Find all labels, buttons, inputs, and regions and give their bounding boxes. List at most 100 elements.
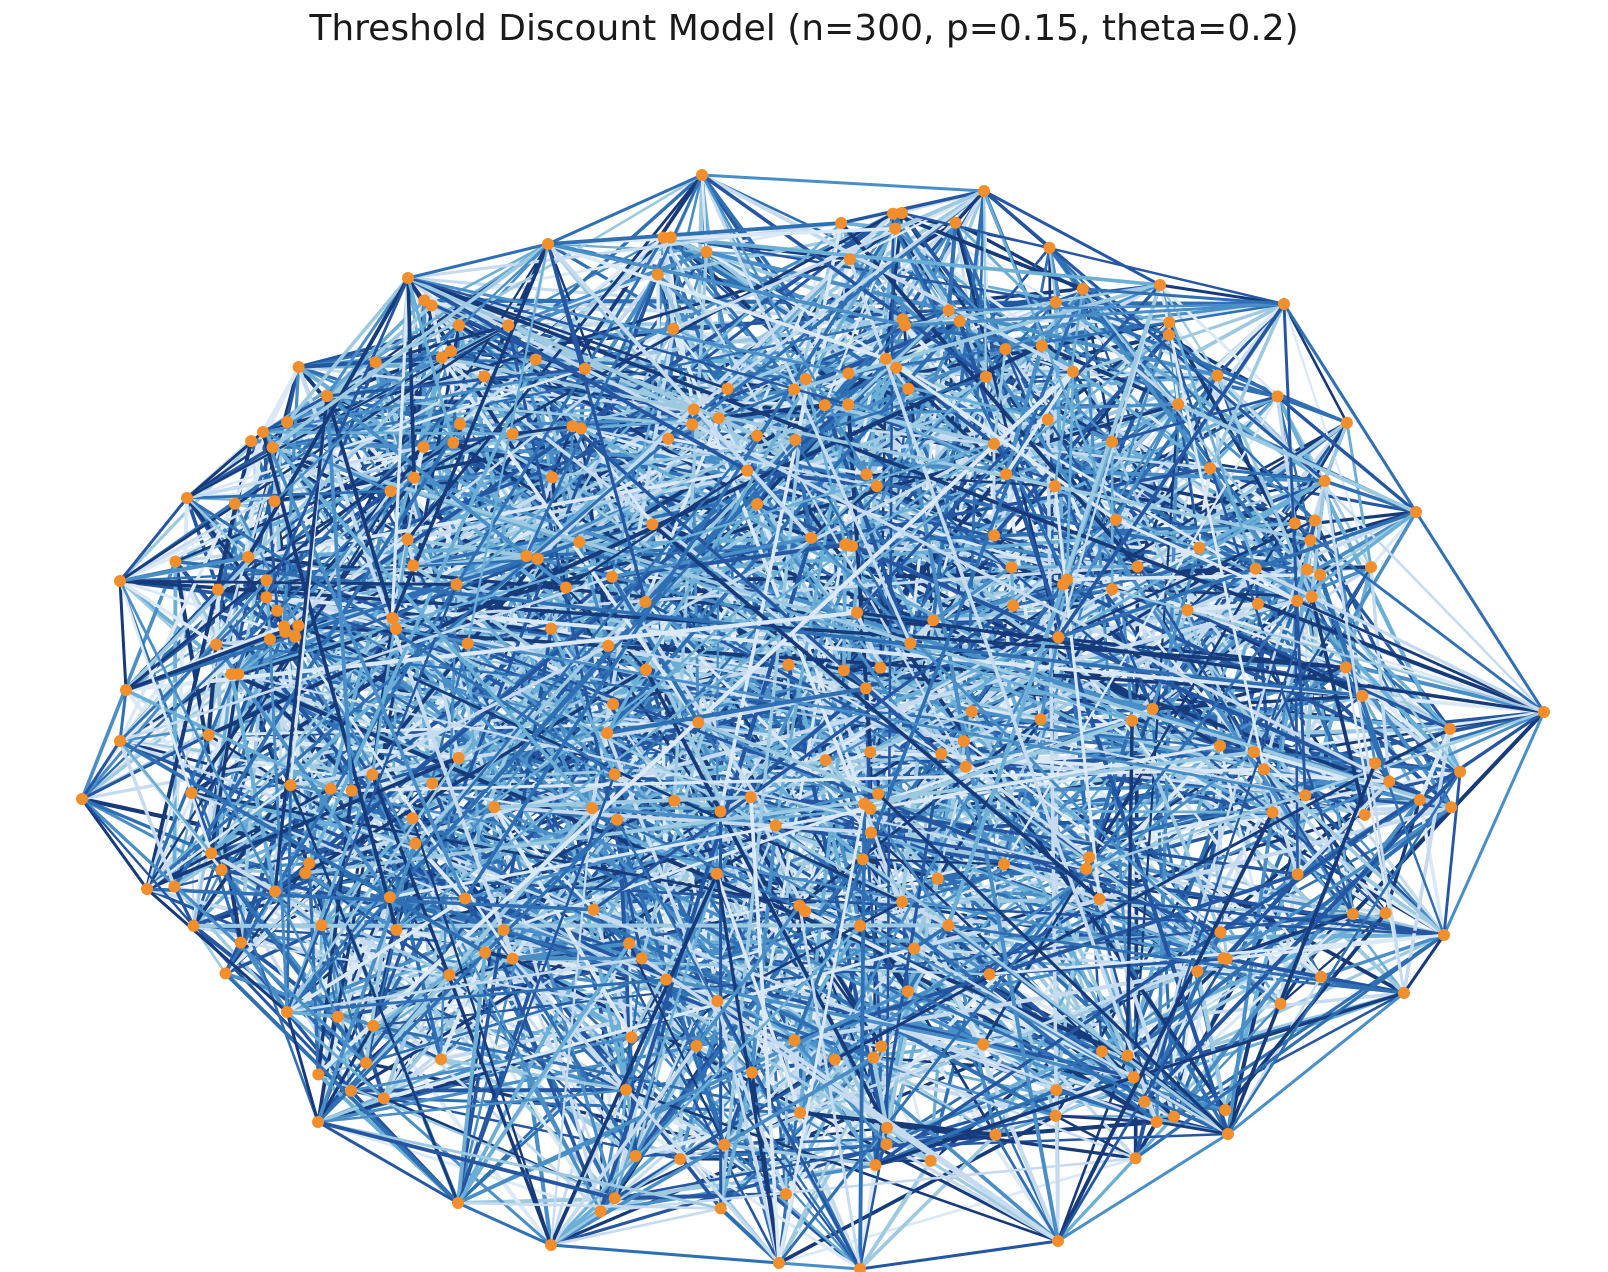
graph-node bbox=[383, 891, 396, 904]
graph-node bbox=[842, 367, 855, 380]
graph-node bbox=[454, 418, 466, 430]
graph-node bbox=[1365, 561, 1377, 574]
graph-node bbox=[1035, 339, 1048, 352]
graph-node bbox=[646, 518, 659, 531]
graph-edge bbox=[777, 802, 866, 1265]
graph-edge bbox=[388, 317, 905, 899]
graph-edge bbox=[607, 644, 1307, 797]
graph-node bbox=[1291, 868, 1304, 881]
graph-edge bbox=[1114, 518, 1134, 723]
graph-edge bbox=[371, 1024, 802, 1115]
graph-edge bbox=[549, 626, 617, 776]
graph-edge bbox=[285, 1010, 386, 1100]
graph-edge bbox=[613, 872, 719, 1200]
graph-edge bbox=[390, 616, 904, 904]
graph-edge bbox=[846, 308, 951, 406]
graph-edge bbox=[610, 542, 848, 579]
graph-node bbox=[459, 892, 472, 905]
graph-edge bbox=[624, 319, 962, 1092]
graph-node bbox=[864, 746, 877, 758]
graph-edge bbox=[549, 871, 719, 1247]
graph-node bbox=[114, 575, 126, 587]
graph-edge bbox=[285, 173, 704, 424]
graph-node bbox=[1356, 689, 1369, 702]
graph-node bbox=[1106, 583, 1119, 596]
graph-edge bbox=[906, 989, 1230, 1136]
graph-edge bbox=[700, 173, 1075, 374]
graph-edge bbox=[145, 783, 292, 891]
graph-edge bbox=[316, 1120, 617, 1201]
graph-edge bbox=[388, 744, 1222, 899]
graph-node bbox=[502, 319, 515, 332]
graph-edge bbox=[868, 709, 974, 754]
graph-edge bbox=[80, 559, 178, 801]
graph-edge bbox=[1417, 726, 1453, 802]
graph-node bbox=[1340, 416, 1353, 429]
graph-node bbox=[639, 596, 652, 608]
graph-node bbox=[979, 370, 992, 383]
graph-edge bbox=[994, 1133, 1060, 1243]
graph-edge bbox=[931, 189, 986, 623]
graph-node bbox=[819, 754, 832, 767]
graph-edge bbox=[869, 807, 950, 927]
graph-edge bbox=[613, 1163, 878, 1200]
graph-node bbox=[1061, 573, 1074, 586]
graph-edge bbox=[303, 357, 538, 875]
graph-node bbox=[1129, 1152, 1142, 1165]
graph-node bbox=[773, 1257, 785, 1269]
graph-edge bbox=[316, 1024, 375, 1124]
graph-edge bbox=[1369, 565, 1391, 784]
graph-node bbox=[789, 433, 802, 446]
graph-node bbox=[1249, 562, 1262, 575]
graph-node bbox=[999, 343, 1012, 356]
graph-edge bbox=[1143, 573, 1322, 1103]
graph-edge bbox=[549, 1044, 699, 1247]
graph-edge bbox=[145, 221, 843, 891]
graph-edge bbox=[1402, 727, 1452, 995]
graph-edge bbox=[303, 870, 399, 932]
graph-node bbox=[692, 716, 705, 729]
graph-node bbox=[1096, 1045, 1108, 1058]
graph-edge bbox=[285, 772, 374, 1014]
graph-edge bbox=[1218, 744, 1283, 1006]
graph-edge bbox=[413, 365, 898, 846]
graph-edge bbox=[406, 276, 1391, 784]
graph-node bbox=[864, 802, 877, 815]
graph-node bbox=[1369, 757, 1382, 770]
graph-node bbox=[942, 304, 955, 317]
graph-edge bbox=[656, 226, 897, 277]
graph-node bbox=[949, 216, 962, 229]
graph-edge bbox=[285, 978, 668, 1014]
graph-edge bbox=[1195, 969, 1228, 1113]
graph-node bbox=[608, 768, 621, 781]
graph-edge bbox=[912, 923, 951, 951]
graph-node bbox=[345, 1084, 357, 1097]
graph-node bbox=[988, 529, 1001, 542]
graph-edge bbox=[80, 739, 122, 801]
graph-edge bbox=[145, 242, 550, 891]
graph-node bbox=[601, 727, 614, 739]
graph-node bbox=[1398, 987, 1410, 999]
graph-node bbox=[1248, 746, 1260, 758]
graph-edge bbox=[549, 924, 862, 1247]
graph-node bbox=[289, 630, 302, 643]
graph-edge bbox=[858, 801, 867, 1271]
graph-edge bbox=[185, 496, 617, 776]
graph-edge bbox=[261, 367, 587, 434]
graph-node bbox=[741, 464, 754, 477]
graph-edge bbox=[690, 189, 986, 427]
graph-edge bbox=[214, 642, 392, 900]
graph-node bbox=[232, 668, 245, 681]
graph-node bbox=[321, 390, 333, 402]
graph-node bbox=[312, 1116, 324, 1128]
graph-edge bbox=[118, 579, 218, 647]
graph-edge bbox=[1056, 1054, 1129, 1243]
graph-edge bbox=[848, 257, 1159, 1124]
graph-node bbox=[662, 432, 675, 445]
graph-edge bbox=[273, 242, 550, 503]
graph-node bbox=[842, 398, 855, 411]
graph-node bbox=[76, 793, 88, 805]
graph-edge bbox=[1225, 805, 1453, 961]
graph-node bbox=[625, 1031, 638, 1044]
graph-edge bbox=[1100, 957, 1228, 1053]
